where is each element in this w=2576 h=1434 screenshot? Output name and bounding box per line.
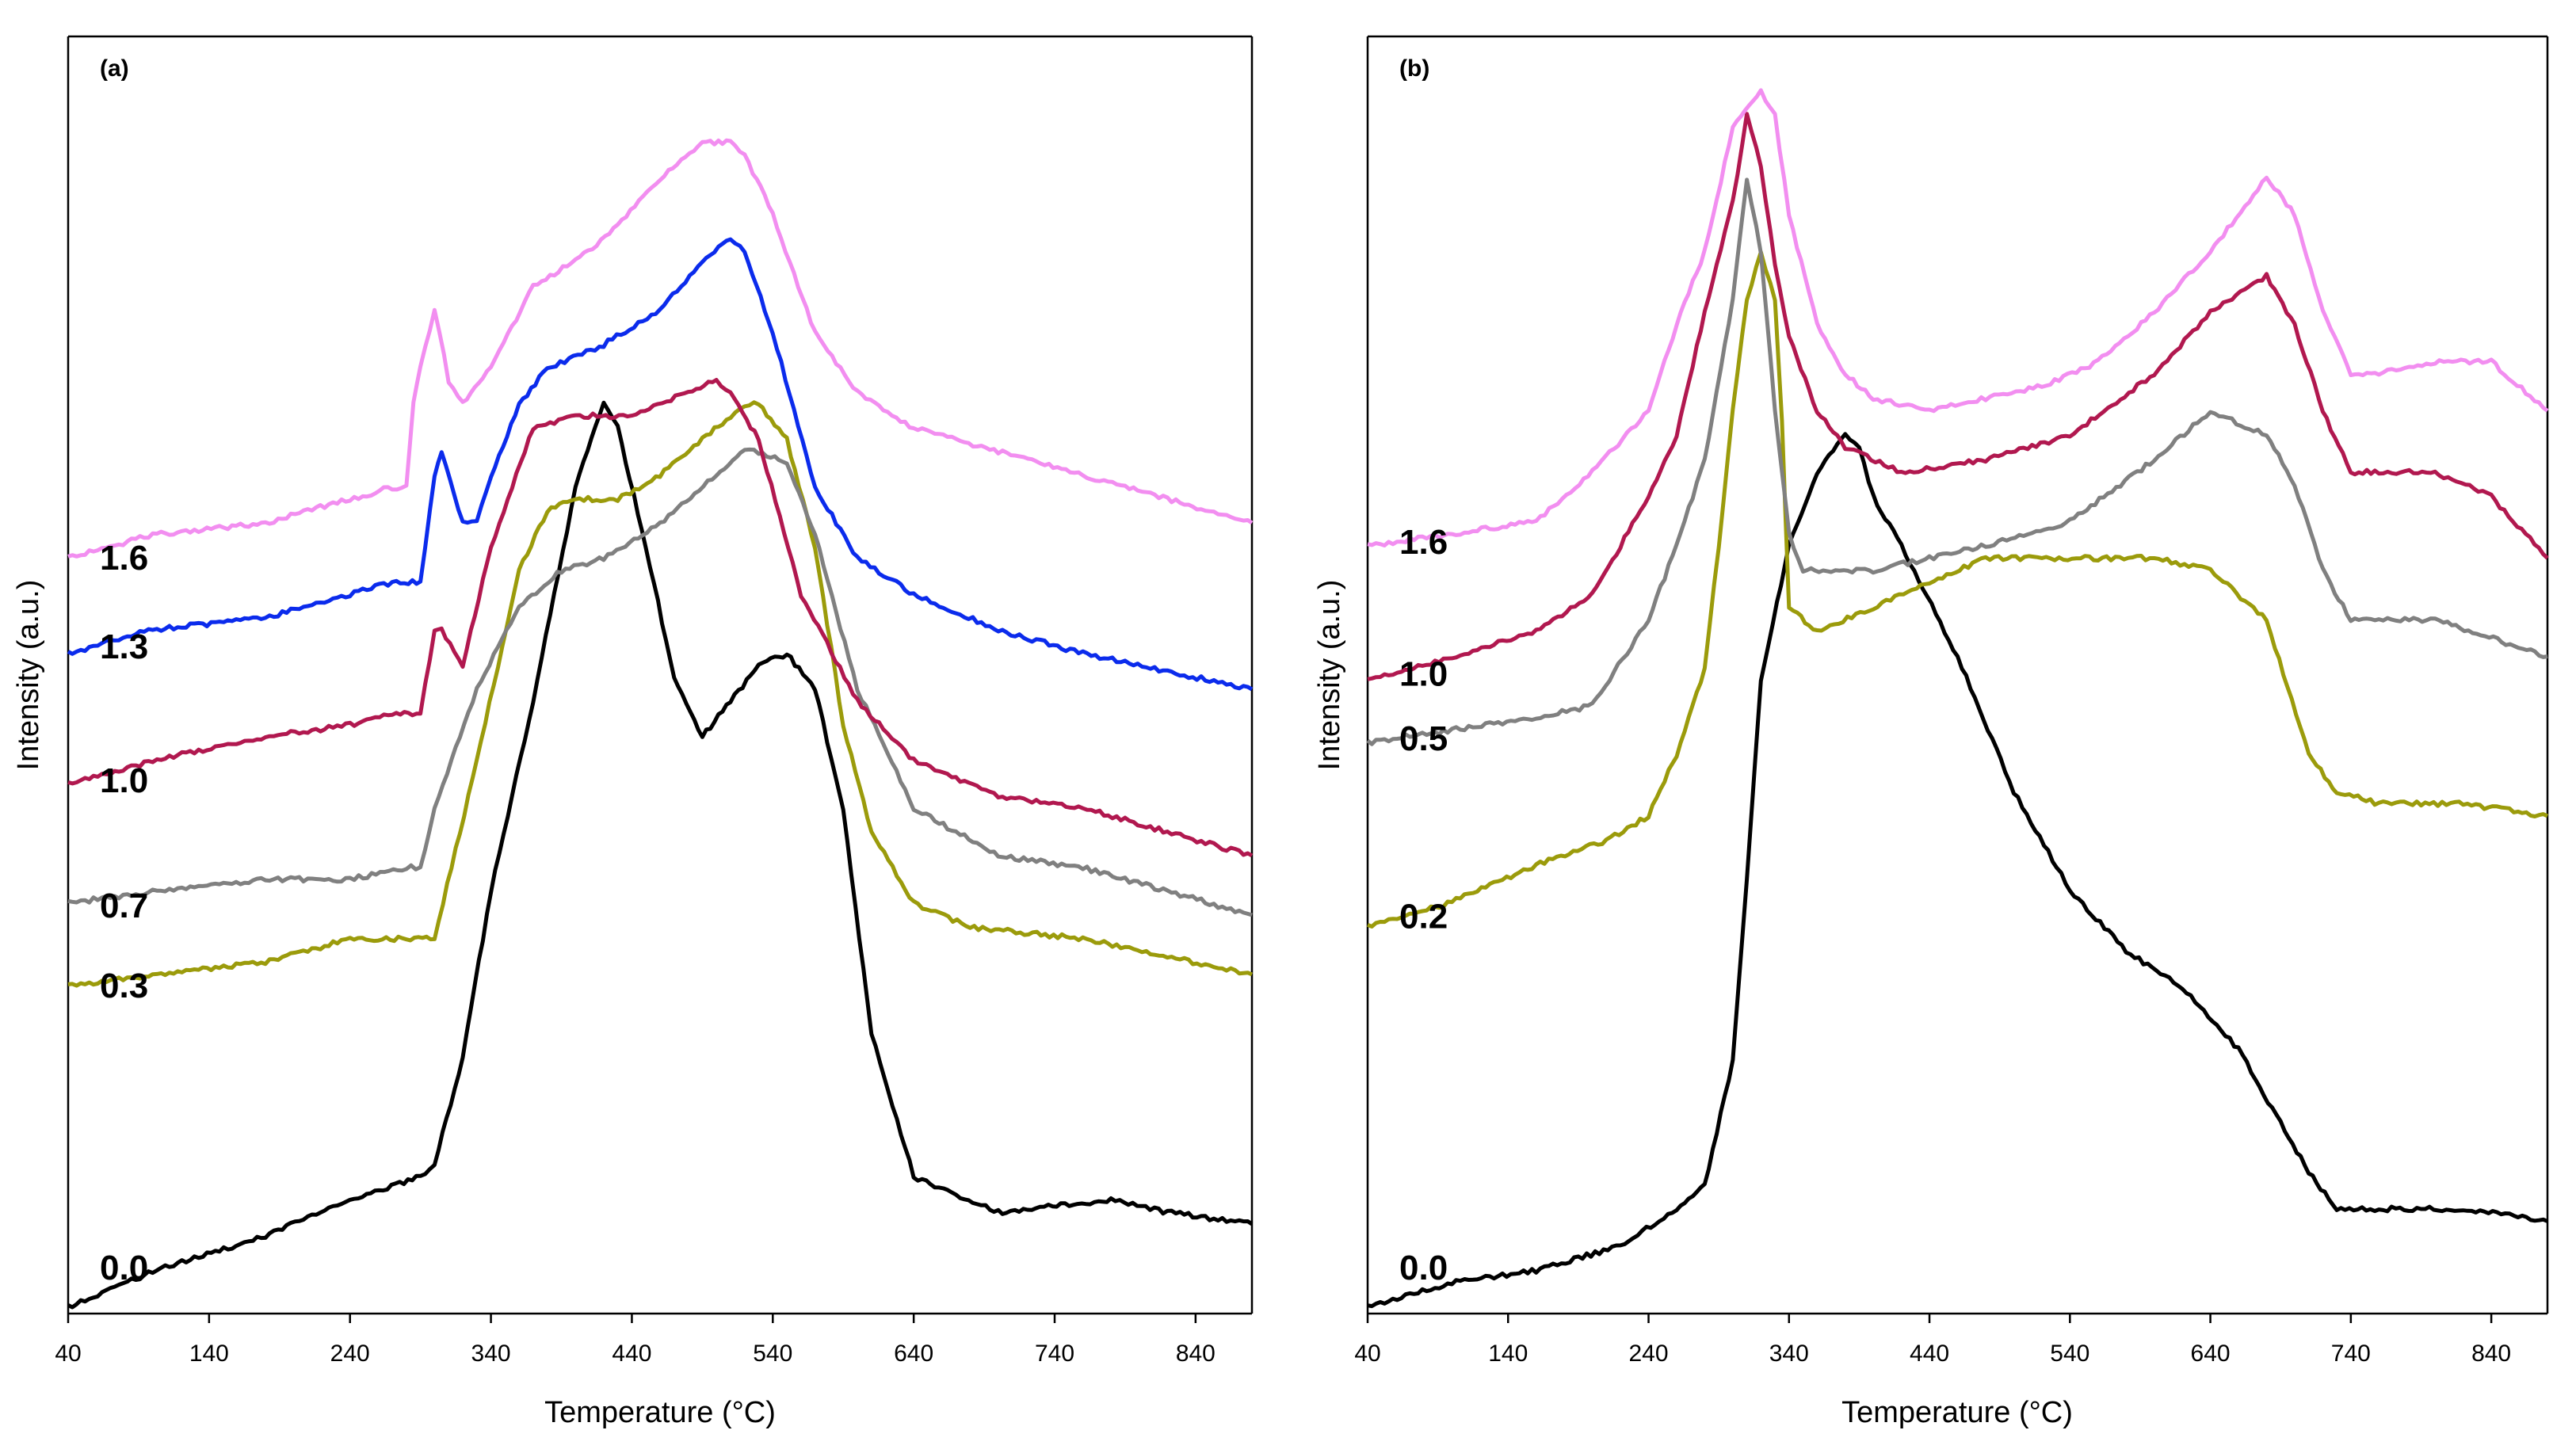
x-tick-label: 40 [55, 1341, 81, 1367]
x-ticks: 40 140 240 340 440 540 640 740 840 [55, 1314, 1215, 1367]
x-ticks: 40 140 240 340 440 540 640 740 840 [1354, 1314, 2511, 1367]
panel-label: (b) [1399, 55, 1429, 82]
series-line-0.0 [1367, 432, 2548, 1309]
series-group [67, 138, 1254, 1310]
series-label-1.0: 1.0 [1399, 655, 1448, 694]
series-label-1.0: 1.0 [100, 761, 148, 800]
y-axis-title: Intensity (a.u.) [1313, 580, 1346, 771]
series-label-1.6: 1.6 [1399, 523, 1448, 562]
series-label-0.5: 0.5 [1399, 719, 1448, 758]
series-label-0.2: 0.2 [1399, 898, 1448, 936]
y-axis-title: Intensity (a.u.) [12, 580, 45, 771]
series-line-0.5 [1366, 177, 2548, 746]
x-tick-label: 340 [471, 1341, 511, 1367]
x-tick-label: 840 [1176, 1341, 1215, 1367]
series-group [1366, 88, 2549, 1309]
x-tick-label: 840 [2471, 1341, 2511, 1367]
series-label-0.0: 0.0 [100, 1249, 148, 1287]
series-line-0.3 [67, 400, 1253, 988]
x-tick-label: 640 [2191, 1341, 2231, 1367]
x-tick-label: 140 [189, 1341, 229, 1367]
chart-panel-b: 40 140 240 340 440 540 640 740 840 0.0 0.2 0.5 1.0 1… [1313, 35, 2549, 1429]
x-tick-label: 440 [1910, 1341, 1949, 1367]
series-line-1.0 [1367, 112, 2549, 681]
series-line-0.7 [67, 447, 1253, 917]
series-line-0.0 [67, 400, 1254, 1310]
series-label-0.0: 0.0 [1399, 1249, 1448, 1287]
x-tick-label: 240 [1628, 1341, 1668, 1367]
x-tick-label: 140 [1488, 1341, 1528, 1367]
x-tick-label: 340 [1769, 1341, 1809, 1367]
series-line-1.0 [67, 378, 1254, 858]
series-line-1.6 [1367, 88, 2549, 547]
series-label-1.3: 1.3 [100, 627, 148, 666]
series-line-0.2 [1367, 250, 2549, 929]
x-axis-title: Temperature (°C) [1841, 1396, 2073, 1429]
x-tick-label: 640 [894, 1341, 933, 1367]
x-tick-label: 540 [753, 1341, 792, 1367]
series-label-0.7: 0.7 [100, 887, 148, 925]
x-tick-label: 40 [1354, 1341, 1380, 1367]
x-tick-label: 740 [2331, 1341, 2371, 1367]
x-tick-label: 440 [612, 1341, 651, 1367]
panel-label: (a) [100, 55, 129, 82]
series-label-0.3: 0.3 [100, 967, 148, 1005]
series-line-1.6 [67, 138, 1254, 559]
series-line-1.3 [67, 237, 1254, 692]
x-tick-label: 740 [1035, 1341, 1074, 1367]
series-labels: 0.0 0.3 0.7 1.0 1.3 1.6 [100, 539, 148, 1287]
series-label-1.6: 1.6 [100, 539, 148, 578]
chart-panel-a: 40 140 240 340 440 540 640 740 840 0.0 0.3 0.7 1.0 1… [12, 35, 1254, 1429]
x-tick-label: 540 [2050, 1341, 2089, 1367]
x-tick-label: 240 [330, 1341, 370, 1367]
x-axis-title: Temperature (°C) [544, 1396, 776, 1429]
series-labels: 0.0 0.2 0.5 1.0 1.6 [1399, 523, 1448, 1287]
